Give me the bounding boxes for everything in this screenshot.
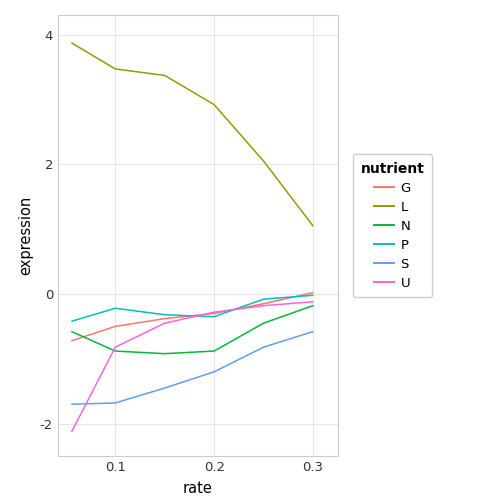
Legend: G, L, N, P, S, U: G, L, N, P, S, U — [353, 154, 432, 297]
Y-axis label: expression: expression — [18, 196, 33, 275]
X-axis label: rate: rate — [183, 481, 213, 496]
